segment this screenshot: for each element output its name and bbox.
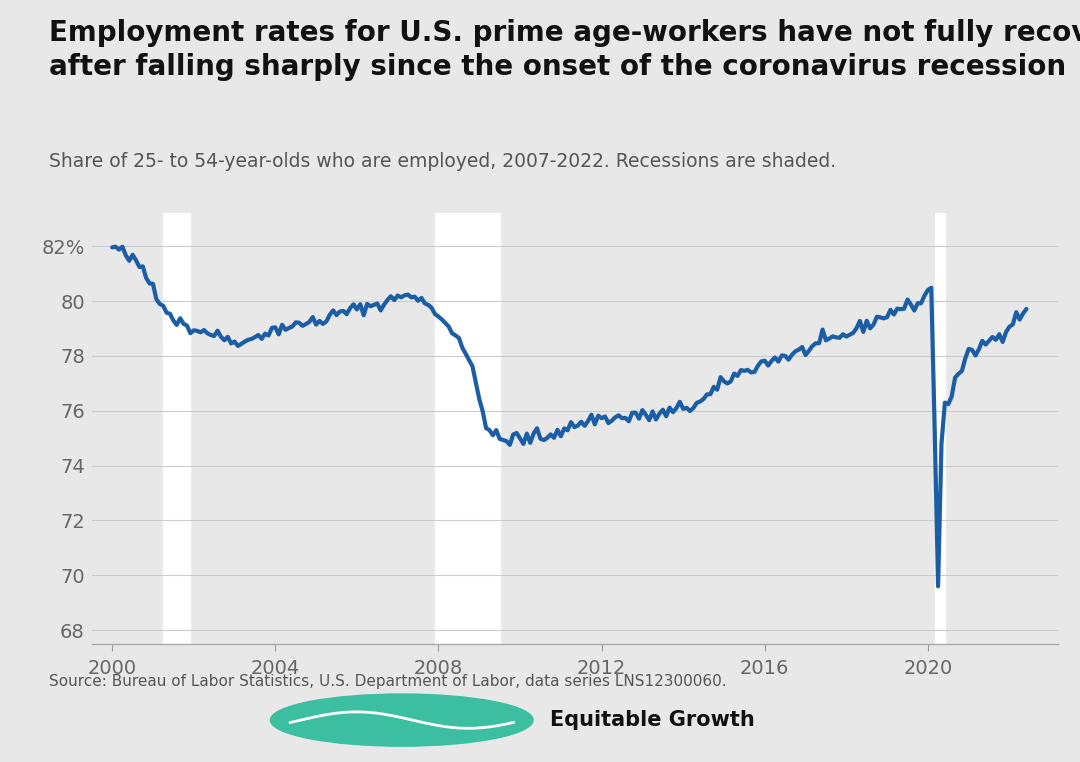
- Text: Source: Bureau of Labor Statistics, U.S. Department of Labor, data series LNS123: Source: Bureau of Labor Statistics, U.S.…: [49, 674, 726, 690]
- Text: Employment rates for U.S. prime age-workers have not fully recovered
after falli: Employment rates for U.S. prime age-work…: [49, 19, 1080, 81]
- Text: Share of 25- to 54-year-olds who are employed, 2007-2022. Recessions are shaded.: Share of 25- to 54-year-olds who are emp…: [49, 152, 836, 171]
- Bar: [935, 213, 945, 644]
- Bar: [435, 213, 500, 644]
- Bar: [163, 213, 190, 644]
- Text: Equitable Growth: Equitable Growth: [551, 710, 755, 730]
- Circle shape: [270, 694, 534, 746]
